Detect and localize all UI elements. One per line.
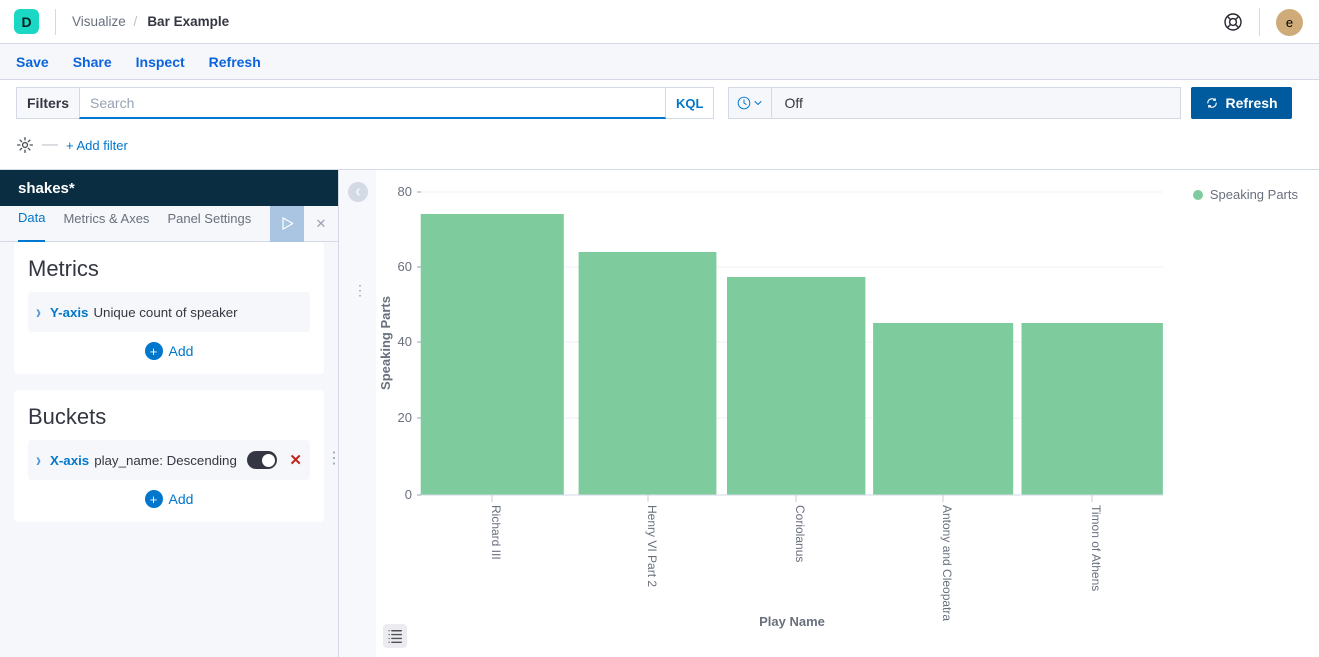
svg-text:Timon of Athens: Timon of Athens — [1089, 505, 1103, 591]
svg-text:Speaking Parts: Speaking Parts — [378, 296, 393, 390]
svg-text:Coriolanus: Coriolanus — [793, 505, 807, 562]
svg-text:20: 20 — [398, 410, 412, 425]
svg-text:40: 40 — [398, 334, 412, 349]
svg-text:Play Name: Play Name — [759, 614, 825, 629]
svg-text:Richard III: Richard III — [489, 505, 503, 560]
svg-text:60: 60 — [398, 259, 412, 274]
svg-text:0: 0 — [405, 487, 412, 502]
svg-text:Antony and Cleopatra: Antony and Cleopatra — [940, 505, 954, 621]
svg-text:Henry VI Part 2: Henry VI Part 2 — [645, 505, 659, 587]
svg-text:80: 80 — [398, 184, 412, 199]
